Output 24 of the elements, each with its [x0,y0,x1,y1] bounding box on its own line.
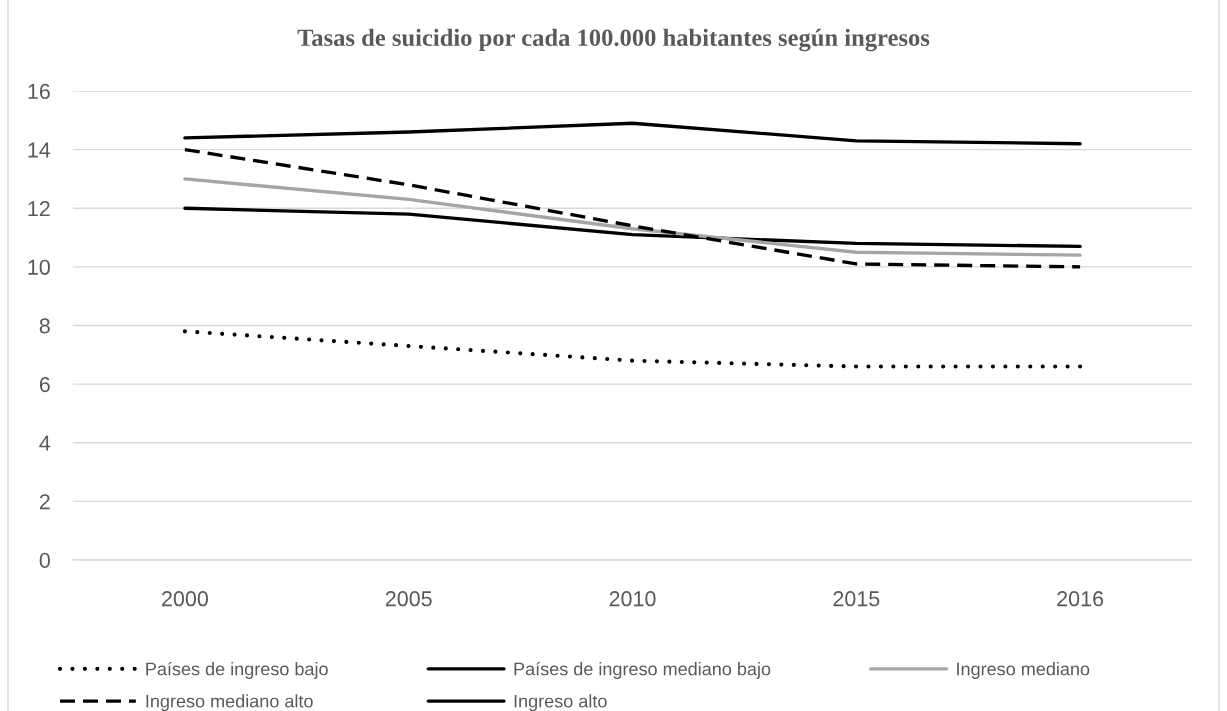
x-tick-label: 2010 [609,591,656,607]
chart-title: Tasas de suicidio por cada 100.000 habitantes según ingresos [297,28,930,52]
y-tick-label: 14 [28,142,51,158]
y-tick-label: 2 [39,494,50,510]
legend-label: Ingreso alto [514,694,607,711]
x-tick-label: 2000 [162,591,209,607]
x-tick-label: 2016 [1057,591,1104,607]
line-series [183,121,1082,146]
line-series [183,147,1082,269]
line-series [183,177,1082,257]
y-tick-label: 8 [39,318,50,334]
y-tick-label: 10 [28,259,50,275]
legend-label: Países de ingreso bajo [146,661,328,679]
y-tick-label: 16 [28,83,50,100]
y-tick-label: 12 [28,201,50,217]
x-tick-label: 2015 [833,591,880,607]
legend-label: Ingreso mediano [957,662,1090,679]
y-tick-label: 0 [39,552,50,569]
x-tick-label: 2005 [385,591,432,607]
y-tick-label: 4 [39,435,51,451]
legend-label: Países de ingreso mediano bajo [514,661,771,679]
legend-label: Ingreso mediano alto [146,694,313,711]
line-series [182,329,1083,369]
y-tick-label: 6 [39,376,50,393]
